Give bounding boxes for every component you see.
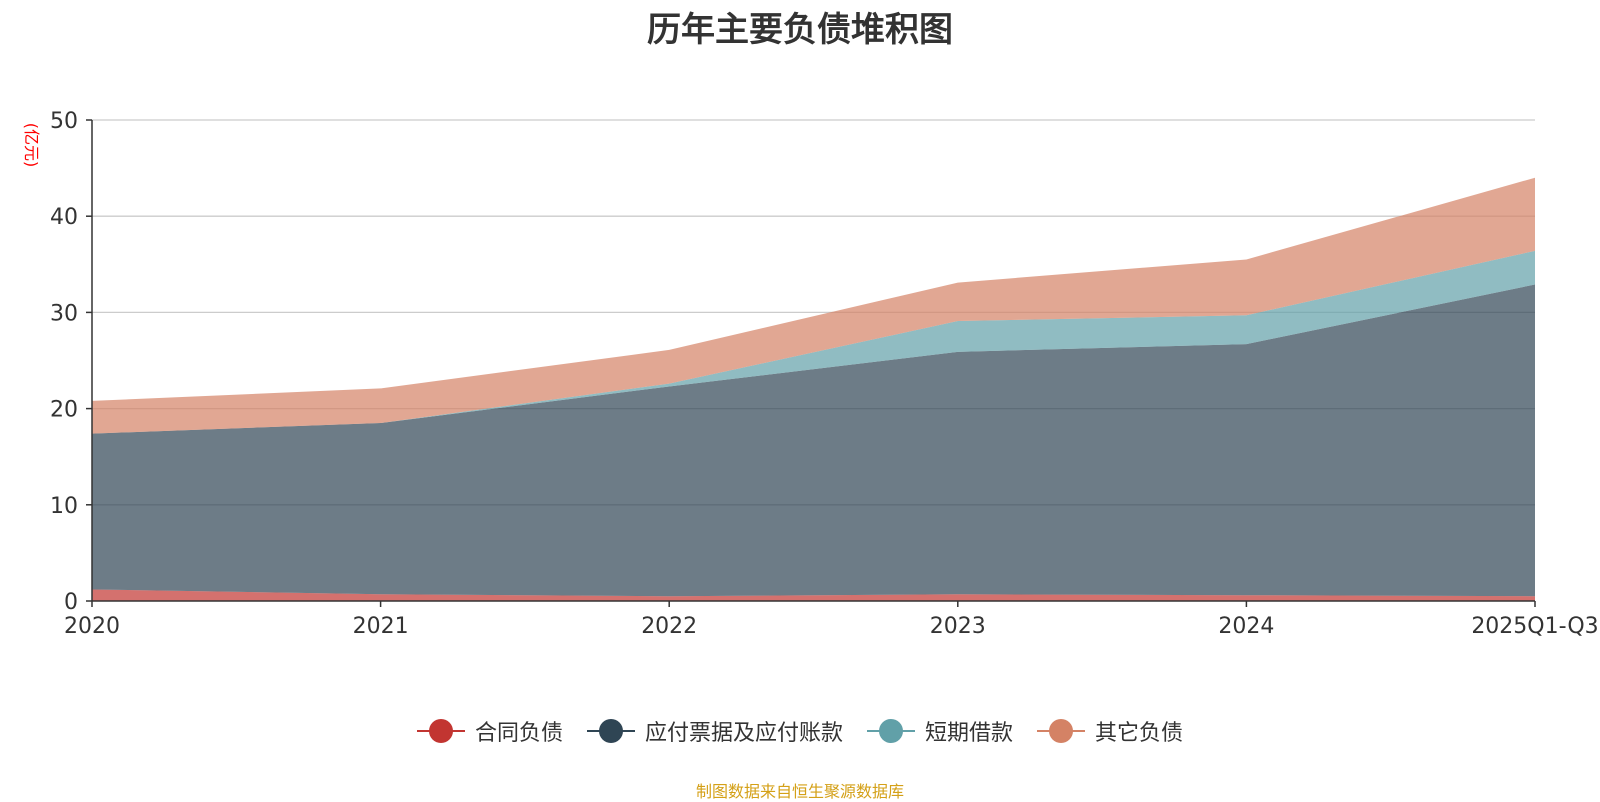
y-axis-unit-label: (亿元) [22, 123, 41, 168]
x-tick-label: 2025Q1-Q3 [1471, 614, 1598, 639]
chart-legend: 合同负债 应付票据及应付账款 短期借款 其它负债 [0, 715, 1600, 747]
legend-item[interactable]: 短期借款 [867, 715, 1013, 747]
legend-marker-icon [586, 718, 635, 744]
area-series-其它负债 [92, 177, 1535, 434]
legend-marker-icon [1037, 718, 1086, 744]
x-tick-label: 2022 [641, 614, 697, 639]
y-tick-label: 10 [50, 494, 78, 519]
legend-marker-dot [428, 719, 453, 743]
legend-marker-dot [879, 719, 903, 743]
legend-label: 合同负债 [474, 721, 563, 746]
y-tick-label: 50 [50, 109, 78, 134]
x-tick-label: 2020 [64, 614, 120, 639]
legend-item[interactable]: 应付票据及应付账款 [586, 715, 843, 747]
x-tick-label: 2021 [353, 614, 409, 639]
area-series-合同负债 [92, 589, 1535, 601]
chart-title: 历年主要负债堆积图 [647, 10, 953, 50]
legend-item[interactable]: 合同负债 [416, 715, 563, 747]
data-source-note: 制图数据来自恒生聚源数据库 [695, 782, 904, 801]
axes: 0 10 20 30 40 50 2020 2021 2022 2023 2024 2025Q1-Q3 [50, 109, 1599, 639]
y-tick-label: 40 [50, 205, 78, 230]
area-series-group [92, 177, 1535, 601]
legend-marker-icon [867, 718, 915, 744]
area-series-短期借款 [92, 250, 1535, 434]
legend-label: 应付票据及应付账款 [644, 721, 843, 746]
legend-marker-icon [416, 718, 465, 744]
area-series-应付票据及应付账款 [92, 284, 1535, 597]
y-tick-label: 20 [50, 398, 78, 423]
legend-item[interactable]: 其它负债 [1037, 715, 1183, 747]
legend-marker-dot [1049, 719, 1074, 743]
legend-marker-dot [598, 719, 623, 743]
x-tick-label: 2023 [930, 614, 986, 639]
legend-label: 短期借款 [925, 721, 1014, 746]
legend-label: 其它负债 [1095, 721, 1184, 746]
x-tick-label: 2024 [1218, 614, 1274, 639]
y-tick-label: 30 [50, 301, 78, 326]
y-tick-label: 0 [64, 590, 78, 615]
